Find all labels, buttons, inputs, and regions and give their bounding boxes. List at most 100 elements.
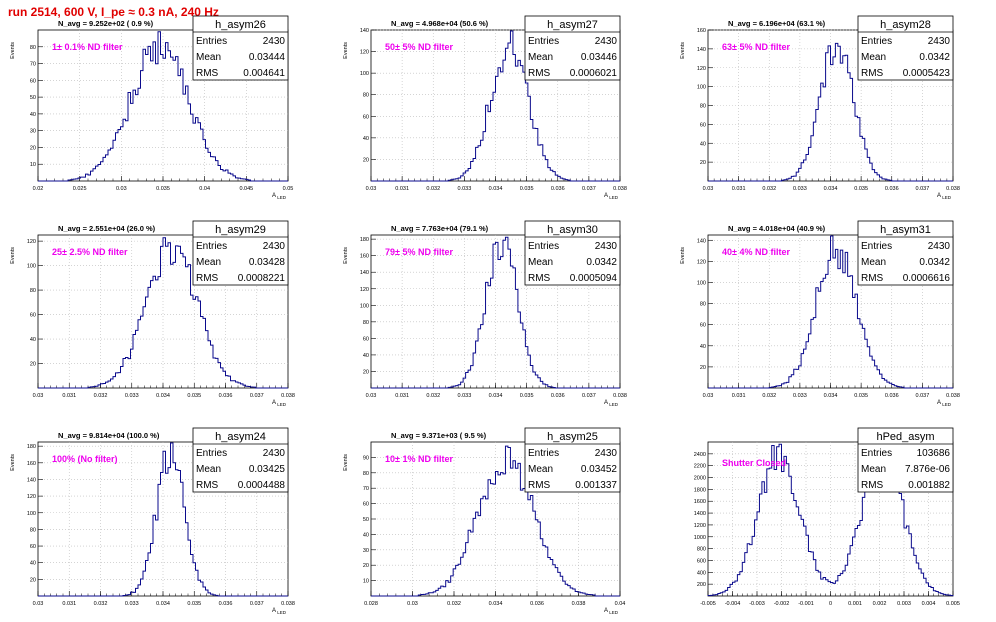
stat-value: 0.0008221 xyxy=(238,273,286,284)
histogram-line xyxy=(707,442,954,597)
stat-value: 0.03428 xyxy=(249,257,286,268)
stat-label: Entries xyxy=(196,36,227,47)
filter-annotation: Shutter Closed xyxy=(722,458,786,468)
filter-annotation: 25± 2.5% ND filter xyxy=(52,247,128,257)
x-tick-label: -0.005 xyxy=(700,601,716,607)
x-tick-label: 0.032 xyxy=(426,186,440,192)
run-title: run 2514, 600 V, I_pe ≈ 0.3 nA, 240 Hz xyxy=(8,5,219,19)
y-tick-label: 20 xyxy=(363,563,369,569)
x-tick-label: 0.031 xyxy=(732,393,746,399)
navg-title: N_avg = 4.018e+04 (40.9 %) xyxy=(728,224,826,233)
x-tick-label: 0.001 xyxy=(848,601,862,607)
x-axis-label: A LED xyxy=(604,400,619,407)
histogram-name: h_asym30 xyxy=(547,224,598,236)
stat-value: 0.0005423 xyxy=(903,68,951,79)
x-tick-label: 0.033 xyxy=(793,393,807,399)
y-tick-label: 2000 xyxy=(694,476,706,482)
x-tick-label: 0.033 xyxy=(457,393,471,399)
y-axis-label: Events xyxy=(680,247,686,264)
y-axis-label: Events xyxy=(10,454,16,471)
filter-annotation: 100% (No filter) xyxy=(52,454,118,464)
y-tick-label: 1600 xyxy=(694,499,706,505)
y-tick-label: 600 xyxy=(697,558,706,564)
x-tick-label: 0.038 xyxy=(613,393,627,399)
x-tick-label: 0.035 xyxy=(854,186,868,192)
navg-title: N_avg = 4.968e+04 (50.6 %) xyxy=(391,19,489,28)
x-tick-label: 0.032 xyxy=(426,393,440,399)
y-tick-label: 20 xyxy=(700,365,706,371)
stat-value: 2430 xyxy=(928,241,951,252)
x-tick-label: 0.038 xyxy=(613,186,627,192)
stat-value: 0.03425 xyxy=(249,464,286,475)
y-tick-label: 60 xyxy=(30,544,36,550)
histogram-line xyxy=(38,237,288,389)
y-tick-label: 80 xyxy=(363,93,369,99)
y-tick-label: 40 xyxy=(30,561,36,567)
histogram-line xyxy=(708,42,953,182)
x-axis-label: A LED xyxy=(937,400,952,407)
x-tick-label: 0.037 xyxy=(250,393,264,399)
x-tick-label: 0.032 xyxy=(94,393,108,399)
x-axis-label: A LED xyxy=(604,608,619,615)
stat-label: Mean xyxy=(861,464,886,475)
y-tick-label: 160 xyxy=(360,254,369,260)
y-tick-label: 40 xyxy=(363,136,369,142)
x-tick-label: 0 xyxy=(829,601,832,607)
x-axis-label: A LED xyxy=(937,193,952,200)
stats-box xyxy=(857,427,954,493)
stat-value: 0.0342 xyxy=(586,257,617,268)
x-tick-label: 0.038 xyxy=(946,393,960,399)
x-tick-label: 0.04 xyxy=(615,601,626,607)
filter-annotation: 40± 4% ND filter xyxy=(722,247,790,257)
histogram-name: h_asym24 xyxy=(215,431,266,443)
stat-value: 2430 xyxy=(595,448,618,459)
x-axis-label: A LED xyxy=(604,193,619,200)
x-tick-label: 0.03 xyxy=(33,601,44,607)
histogram-name: h_asym25 xyxy=(547,431,598,443)
y-tick-label: 100 xyxy=(360,71,369,77)
x-tick-label: 0.03 xyxy=(703,186,714,192)
y-axis-label: Events xyxy=(680,42,686,59)
x-tick-label: 0.03 xyxy=(33,393,44,399)
y-tick-label: 120 xyxy=(360,50,369,56)
x-tick-label: 0.03 xyxy=(116,186,127,192)
stat-label: RMS xyxy=(196,273,219,284)
y-tick-label: 20 xyxy=(363,157,369,163)
y-tick-label: 40 xyxy=(363,353,369,359)
x-tick-label: 0.035 xyxy=(520,393,534,399)
y-tick-label: 40 xyxy=(700,344,706,350)
y-tick-label: 90 xyxy=(363,455,369,461)
y-tick-label: 80 xyxy=(30,288,36,294)
y-tick-label: 120 xyxy=(697,259,706,265)
x-tick-label: 0.031 xyxy=(62,393,76,399)
x-tick-label: 0.033 xyxy=(457,186,471,192)
y-tick-label: 50 xyxy=(30,95,36,101)
navg-title: N_avg = 9.814e+04 (100.0 %) xyxy=(58,431,160,440)
y-tick-label: 100 xyxy=(697,85,706,91)
y-tick-label: 30 xyxy=(30,129,36,135)
stat-label: Mean xyxy=(196,52,221,63)
x-tick-label: 0.045 xyxy=(239,186,253,192)
filter-annotation: 50± 5% ND filter xyxy=(385,42,453,52)
x-tick-label: 0.025 xyxy=(73,186,87,192)
histogram-h_asym27: 0.03 0.031 0.032 0.033 0.034 0.035 0.036 0.037 0… xyxy=(343,15,627,200)
stats-box xyxy=(524,427,621,493)
y-tick-label: 140 xyxy=(360,28,369,34)
y-tick-label: 20 xyxy=(700,160,706,166)
histogram-h_asym30: 0.03 0.031 0.032 0.033 0.034 0.035 0.036 0.037 0… xyxy=(343,220,627,407)
x-tick-label: 0.033 xyxy=(125,393,139,399)
x-tick-label: 0.032 xyxy=(94,601,108,607)
histogram-line xyxy=(38,442,288,597)
x-tick-label: 0.031 xyxy=(62,601,76,607)
y-tick-label: 60 xyxy=(700,122,706,128)
stat-label: Mean xyxy=(861,52,886,63)
y-tick-label: 140 xyxy=(360,270,369,276)
x-axis-label: A LED xyxy=(272,193,287,200)
y-tick-label: 180 xyxy=(360,237,369,243)
x-tick-label: 0.03 xyxy=(703,393,714,399)
stat-value: 2430 xyxy=(928,36,951,47)
x-tick-label: 0.034 xyxy=(824,186,838,192)
stat-value: 2430 xyxy=(595,241,618,252)
y-tick-label: 60 xyxy=(363,114,369,120)
x-tick-label: 0.036 xyxy=(885,186,899,192)
